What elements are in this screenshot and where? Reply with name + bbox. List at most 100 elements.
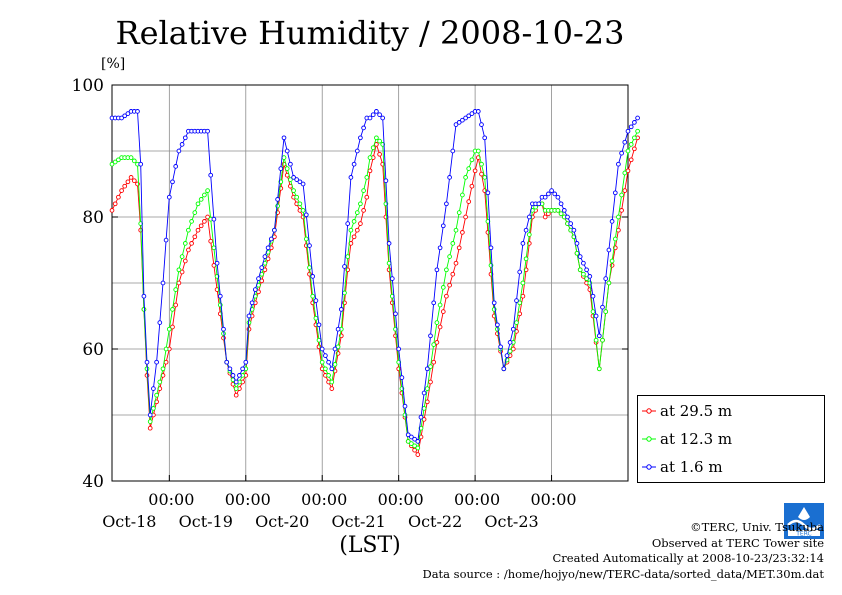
x-tick-day-label: Oct-18	[102, 512, 156, 531]
data-point	[338, 307, 344, 312]
data-point	[323, 366, 328, 372]
data-point	[122, 183, 128, 189]
data-point	[163, 237, 169, 243]
data-point	[444, 293, 449, 299]
data-point	[584, 267, 589, 273]
data-point	[577, 254, 583, 259]
data-point	[456, 120, 462, 125]
data-point	[495, 322, 500, 328]
data-point	[131, 158, 137, 164]
data-point	[453, 122, 459, 127]
x-axis: 00:00 Oct-18 00:00 Oct-19 00:00 Oct-20 00:00 Oc…	[102, 475, 577, 531]
data-point	[625, 128, 631, 134]
data-point	[160, 366, 166, 372]
x-tick-time-label: 00:00	[148, 490, 194, 509]
data-point	[421, 406, 427, 411]
data-point	[367, 155, 373, 160]
data-point	[581, 260, 586, 266]
data-point	[323, 353, 328, 358]
data-point	[619, 208, 624, 213]
data-point	[520, 293, 526, 299]
series-0	[109, 135, 640, 457]
data-point	[116, 194, 121, 200]
data-point	[590, 309, 596, 314]
data-point	[434, 320, 440, 325]
data-point	[297, 201, 303, 207]
data-point	[151, 406, 156, 411]
data-point	[326, 359, 331, 365]
data-point	[469, 183, 475, 189]
data-point	[600, 304, 605, 310]
data-point	[288, 161, 293, 167]
data-point	[447, 282, 452, 288]
data-point	[109, 208, 115, 213]
data-point	[358, 221, 363, 226]
data-point	[154, 359, 159, 365]
data-point	[335, 344, 341, 350]
legend-item-29-5m: at 29.5 m	[638, 400, 824, 422]
data-point	[189, 219, 194, 224]
data-point	[151, 386, 156, 391]
data-point	[514, 298, 519, 303]
data-point	[313, 315, 319, 321]
data-point	[294, 194, 300, 200]
data-point	[297, 179, 303, 185]
data-point	[475, 148, 481, 154]
data-point	[272, 227, 277, 233]
data-point	[488, 245, 494, 251]
data-point	[424, 366, 430, 372]
data-point	[112, 201, 118, 207]
data-point	[329, 379, 335, 385]
data-point	[208, 172, 214, 178]
data-point	[590, 293, 596, 299]
data-point	[479, 122, 484, 127]
data-point	[303, 212, 309, 218]
data-point	[173, 287, 179, 292]
data-point	[415, 452, 421, 457]
data-point	[523, 256, 529, 262]
data-point	[558, 211, 564, 217]
data-point	[291, 175, 296, 180]
data-point	[440, 309, 446, 314]
data-point	[154, 392, 159, 398]
credit-created: Created Automatically at 2008-10-23/23:3…	[552, 551, 825, 566]
data-point	[170, 307, 175, 312]
data-point	[361, 125, 366, 131]
data-point	[447, 175, 452, 180]
data-point	[558, 201, 564, 207]
credit-observed: Observed at TERC Tower site	[651, 535, 824, 550]
x-axis-label: (LST)	[339, 533, 401, 558]
data-point	[119, 188, 124, 193]
data-point	[412, 436, 417, 442]
x-tick-time-label: 00:00	[378, 490, 424, 509]
data-point	[227, 366, 233, 372]
data-point	[278, 166, 284, 171]
data-point	[444, 267, 449, 273]
x-tick-day-label: Oct-21	[332, 512, 386, 531]
legend-item-12-3m: at 12.3 m	[638, 428, 824, 450]
legend-label: at 29.5 m	[660, 402, 733, 420]
data-point	[128, 155, 134, 160]
data-point	[577, 267, 583, 273]
data-point	[192, 210, 198, 215]
data-point	[288, 177, 293, 182]
data-point	[409, 434, 414, 440]
data-point	[303, 236, 309, 242]
data-point	[469, 111, 475, 116]
x-tick-day-label: Oct-19	[179, 512, 233, 531]
data-point	[625, 148, 631, 154]
data-point	[281, 155, 287, 160]
data-point	[205, 128, 210, 134]
y-tick-label: 40	[82, 472, 104, 492]
svg-text:TERC: TERC	[795, 531, 812, 538]
data-point	[405, 432, 411, 438]
data-point	[348, 227, 354, 233]
data-point	[198, 197, 204, 202]
data-point	[383, 214, 389, 220]
data-point	[555, 194, 561, 200]
data-point	[440, 285, 446, 290]
data-point	[182, 258, 188, 264]
data-point	[217, 293, 223, 299]
data-point	[463, 175, 468, 180]
data-point	[208, 238, 214, 244]
